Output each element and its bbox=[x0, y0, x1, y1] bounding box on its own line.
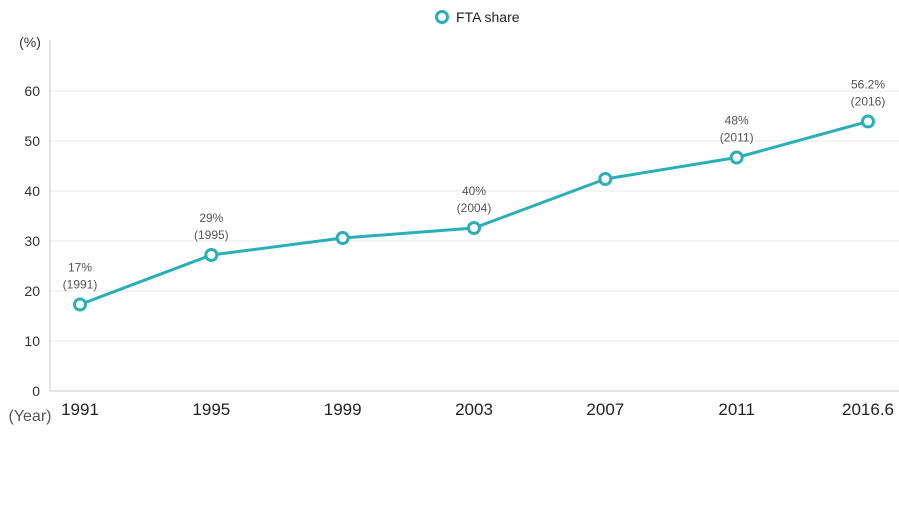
grid-lines bbox=[50, 90, 899, 342]
data-point bbox=[861, 114, 875, 129]
annotation-value: 48% bbox=[725, 114, 749, 128]
x-tick-label: 2011 bbox=[718, 400, 755, 419]
x-tick-label: 1999 bbox=[324, 400, 362, 419]
legend: FTA share bbox=[435, 9, 520, 25]
x-tick-label: 1995 bbox=[192, 400, 230, 419]
y-tick-label: 30 bbox=[24, 233, 40, 249]
annotation-year: (2004) bbox=[457, 201, 492, 215]
data-point bbox=[729, 150, 744, 165]
y-tick-label: 0 bbox=[32, 383, 40, 399]
annotation-year: (1995) bbox=[194, 228, 229, 242]
y-tick-label: 40 bbox=[24, 183, 40, 199]
x-tick-labels: 1991 1995 1999 2003 2007 2011 2016.6 bbox=[61, 400, 894, 419]
x-tick-label: 1991 bbox=[61, 400, 99, 419]
data-point bbox=[204, 248, 219, 262]
annotation-year: (2011) bbox=[720, 131, 754, 145]
x-tick-label: 2016.6 bbox=[842, 400, 894, 419]
x-tick-label: 2003 bbox=[455, 400, 493, 419]
data-point bbox=[73, 297, 87, 312]
annotation-year: (1991) bbox=[63, 278, 98, 292]
legend-marker bbox=[435, 10, 449, 24]
annotation-year: (2016) bbox=[851, 95, 886, 109]
y-tick-label: 20 bbox=[24, 283, 40, 299]
legend-label: FTA share bbox=[456, 9, 520, 25]
y-tick-label: 50 bbox=[24, 133, 40, 149]
annotation-value: 17% bbox=[68, 261, 92, 275]
x-tick-label: 2007 bbox=[586, 400, 624, 419]
data-point bbox=[598, 172, 613, 186]
x-unit-label: (Year) bbox=[9, 408, 52, 425]
y-tick-labels: 0 10 20 30 40 50 60 bbox=[24, 83, 40, 399]
annotation-value: 29% bbox=[199, 211, 223, 225]
y-unit-label: (%) bbox=[19, 34, 41, 50]
y-tick-label: 60 bbox=[24, 83, 40, 99]
y-tick-label: 10 bbox=[24, 333, 40, 349]
series-line-group bbox=[73, 114, 875, 312]
data-point bbox=[335, 231, 350, 245]
data-annotations: 17% (1991) 29% (1995) 40% (2004) 48% (2011) 56.2… bbox=[63, 78, 886, 292]
data-point bbox=[467, 221, 481, 235]
annotation-value: 40% bbox=[462, 184, 486, 198]
annotation-value: 56.2% bbox=[851, 78, 885, 92]
